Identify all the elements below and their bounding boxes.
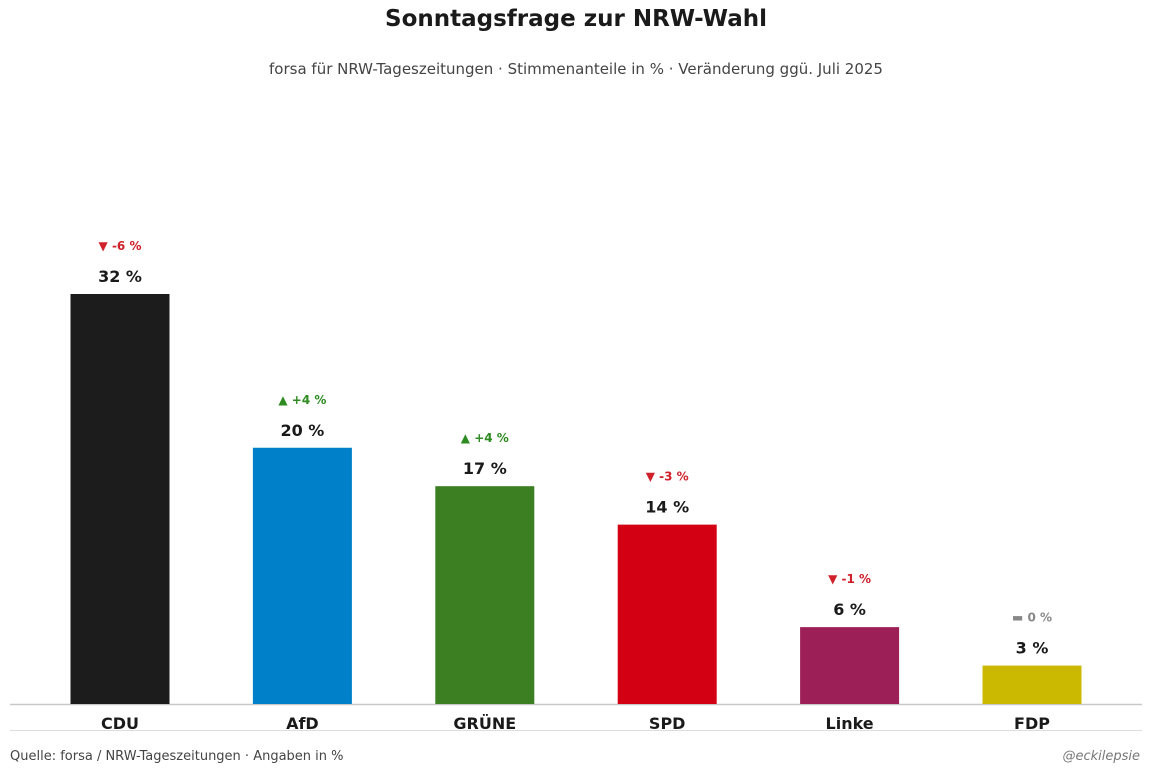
category-label: AfD — [286, 714, 319, 733]
value-label: 17 % — [463, 459, 507, 478]
category-label: GRÜNE — [453, 714, 516, 733]
bar-fdp — [982, 665, 1082, 704]
chart-subtitle: forsa für NRW-Tageszeitungen · Stimmenan… — [269, 60, 883, 78]
category-label: CDU — [101, 714, 139, 733]
change-label: ▲ +4 % — [278, 393, 326, 407]
change-label: ▬ 0 % — [1012, 611, 1052, 625]
category-label: FDP — [1014, 714, 1050, 733]
change-label: ▼ -6 % — [99, 239, 142, 253]
change-label: ▼ -3 % — [646, 470, 689, 484]
value-label: 6 % — [833, 600, 866, 619]
author-credit: @eckilepsie — [1062, 749, 1140, 764]
value-label: 20 % — [280, 421, 324, 440]
bar-spd — [617, 524, 717, 704]
value-label: 3 % — [1016, 639, 1049, 658]
change-label: ▼ -1 % — [828, 572, 871, 586]
change-label: ▲ +4 % — [461, 431, 509, 445]
chart-title: Sonntagsfrage zur NRW-Wahl — [385, 6, 767, 32]
category-label: Linke — [826, 714, 874, 733]
source-note: Quelle: forsa / NRW-Tageszeitungen · Ang… — [10, 749, 344, 764]
bar-cdu — [70, 294, 170, 704]
category-label: SPD — [649, 714, 686, 733]
value-label: 32 % — [98, 267, 142, 286]
bar-afd — [252, 447, 352, 704]
bar-linke — [800, 627, 900, 704]
bar-grüne — [435, 486, 535, 704]
value-label: 14 % — [645, 498, 689, 517]
